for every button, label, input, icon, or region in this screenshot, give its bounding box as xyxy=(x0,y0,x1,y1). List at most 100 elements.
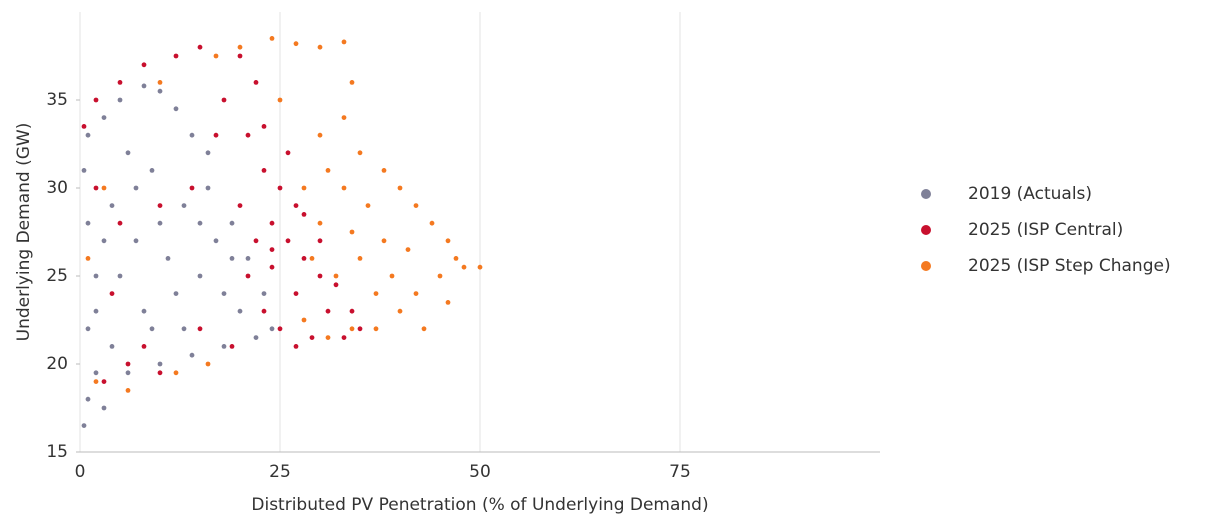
point xyxy=(229,220,235,226)
point xyxy=(285,238,291,244)
point xyxy=(349,80,355,85)
point xyxy=(157,80,163,85)
point xyxy=(93,379,99,384)
point xyxy=(397,308,403,314)
point xyxy=(189,132,195,138)
point xyxy=(357,150,363,156)
point xyxy=(133,238,139,244)
point xyxy=(117,273,123,279)
y-tick-label: 20 xyxy=(46,354,68,374)
point xyxy=(81,423,87,428)
point xyxy=(237,308,243,314)
point xyxy=(253,238,259,244)
point xyxy=(85,220,91,226)
legend-label: 2025 (ISP Central) xyxy=(968,220,1123,240)
point xyxy=(229,344,235,349)
point xyxy=(181,203,187,209)
point xyxy=(397,185,403,191)
point xyxy=(221,344,227,349)
y-axis-title: Underlying Demand (GW) xyxy=(14,123,34,342)
point xyxy=(157,361,163,367)
point xyxy=(325,308,331,314)
point xyxy=(293,41,299,47)
point xyxy=(301,256,307,261)
point xyxy=(357,326,363,332)
point xyxy=(293,344,299,349)
point xyxy=(261,168,267,173)
point xyxy=(101,405,107,411)
point xyxy=(85,132,91,138)
point xyxy=(261,291,267,296)
point xyxy=(309,256,315,261)
point xyxy=(173,53,179,59)
y-tick-label: 35 xyxy=(46,90,68,110)
legend-marker xyxy=(921,225,931,235)
point xyxy=(301,185,307,191)
point xyxy=(109,291,115,296)
point xyxy=(317,132,323,138)
point xyxy=(477,264,483,270)
point xyxy=(349,308,355,314)
point xyxy=(81,124,87,129)
point xyxy=(141,344,147,349)
legend-label: 2019 (Actuals) xyxy=(968,184,1092,204)
point xyxy=(93,308,99,314)
point xyxy=(381,168,387,173)
x-tick-label: 25 xyxy=(269,462,291,482)
point xyxy=(333,282,339,288)
point xyxy=(373,326,379,332)
point xyxy=(221,97,227,103)
point xyxy=(245,273,251,279)
point xyxy=(189,185,195,191)
point xyxy=(317,44,323,50)
x-axis-title: Distributed PV Penetration (% of Underly… xyxy=(251,495,708,515)
x-tick-label: 0 xyxy=(75,462,86,482)
point xyxy=(261,124,267,129)
point xyxy=(93,97,99,103)
point xyxy=(253,335,259,340)
point xyxy=(125,388,131,393)
point xyxy=(437,273,443,279)
legend-marker xyxy=(921,261,931,271)
point xyxy=(261,308,267,314)
point xyxy=(277,185,283,191)
point xyxy=(173,106,179,112)
point xyxy=(221,291,227,296)
point xyxy=(205,150,211,156)
x-tick-label: 50 xyxy=(469,462,491,482)
point xyxy=(149,168,155,173)
point xyxy=(237,203,243,209)
point xyxy=(269,36,275,41)
point xyxy=(317,238,323,244)
point xyxy=(453,256,459,261)
point xyxy=(293,203,299,209)
point xyxy=(85,326,91,332)
point xyxy=(317,220,323,226)
point xyxy=(173,370,179,376)
point xyxy=(101,115,107,120)
point xyxy=(341,185,347,191)
point xyxy=(301,317,307,323)
point xyxy=(389,273,395,279)
point xyxy=(341,335,347,340)
point xyxy=(197,326,203,332)
point xyxy=(141,308,147,314)
point xyxy=(157,220,163,226)
point xyxy=(133,185,139,191)
y-tick-label: 25 xyxy=(46,266,68,286)
point xyxy=(461,264,467,270)
point xyxy=(349,326,355,332)
point xyxy=(229,256,235,261)
point xyxy=(325,168,331,173)
point xyxy=(341,115,347,120)
point xyxy=(173,291,179,296)
point xyxy=(237,44,243,50)
point xyxy=(341,39,347,45)
point xyxy=(421,326,427,332)
point xyxy=(165,256,171,261)
point xyxy=(293,291,299,296)
point xyxy=(101,379,107,384)
point xyxy=(109,344,115,349)
legend-marker xyxy=(921,189,931,199)
point xyxy=(93,273,99,279)
